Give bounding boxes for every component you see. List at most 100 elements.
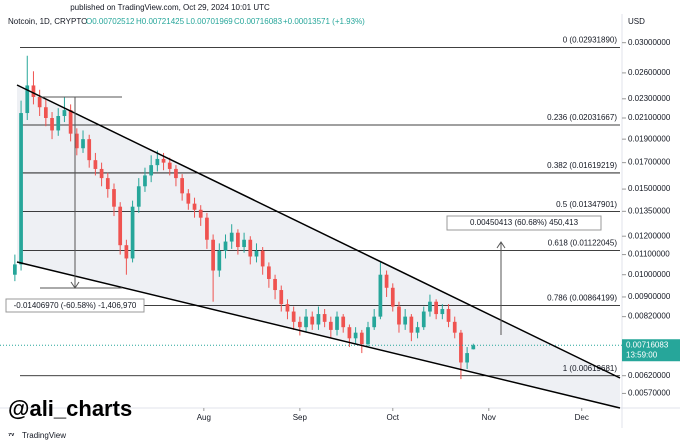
ohlc-close: C0.00716083	[234, 17, 283, 26]
candle-body	[440, 309, 445, 315]
candle-body	[353, 332, 358, 339]
candle-body	[43, 107, 48, 119]
candle-body	[397, 306, 401, 325]
candle-body	[124, 245, 129, 259]
ohlc-high: H0.00721425	[136, 17, 185, 26]
candle-body	[279, 290, 284, 305]
y-tick-label: 0.01100000	[628, 250, 670, 259]
triangle-upper	[16, 84, 621, 379]
candle-body	[359, 332, 364, 345]
candle-body	[267, 266, 271, 279]
y-tick-label: 0.01500000	[628, 184, 671, 193]
candle-body	[87, 139, 92, 161]
candle-body	[446, 309, 451, 322]
candle-body	[81, 139, 85, 149]
candle-body	[229, 232, 234, 242]
brand: TradingView	[22, 431, 66, 440]
candle-body	[56, 116, 61, 131]
candle-body	[254, 250, 259, 257]
candle-body	[31, 85, 36, 97]
candle-body	[62, 110, 67, 117]
candle-body	[459, 332, 463, 363]
candle-body	[384, 274, 389, 288]
candle-body	[19, 113, 23, 265]
candle-body	[223, 241, 228, 251]
candle-body	[205, 217, 209, 240]
candle-body	[304, 316, 308, 328]
candle-body	[180, 178, 184, 194]
last-price-box	[622, 339, 680, 362]
candle-body	[322, 314, 327, 322]
y-tick-label: 0.03000000	[628, 38, 671, 47]
y-tick-label: 0.00900000	[628, 292, 671, 301]
candle-body	[130, 206, 135, 259]
logo-mark: ⁷ᵛ	[8, 431, 14, 440]
candle-body	[25, 85, 30, 114]
measure-label: 0.00450413 (60.68%) 450,413	[470, 218, 579, 227]
arrow-head	[496, 241, 506, 249]
symbol-title: Notcoin, 1D, CRYPTO	[8, 17, 87, 26]
candle-body	[316, 314, 321, 325]
x-tick-label: Dec	[575, 413, 589, 422]
y-tick-label: 0.01350000	[628, 206, 671, 215]
candle-body	[105, 178, 110, 190]
y-tick-label: 0.01900000	[628, 134, 671, 143]
candle-body	[285, 304, 290, 312]
candle-body	[434, 301, 439, 315]
y-tick-label: 0.01200000	[628, 231, 671, 240]
candle-body	[174, 168, 178, 179]
candle-body	[372, 316, 377, 328]
fib-label: 1 (0.00619681)	[563, 364, 618, 373]
candle-body	[68, 110, 73, 134]
x-tick-label: Aug	[197, 413, 211, 422]
candle-body	[242, 239, 246, 248]
published: published on TradingView.com, Oct 29, 20…	[70, 3, 270, 12]
candle-body	[50, 118, 54, 131]
candle-body	[260, 250, 265, 267]
y-tick-label: 0.00570000	[628, 389, 671, 398]
last-price-label: 0.00716083	[626, 340, 669, 349]
candle-body	[167, 162, 172, 169]
triangle-fill	[17, 85, 620, 408]
x-tick-label: Oct	[387, 413, 400, 422]
change: +0.00013571 (+1.93%)	[283, 17, 365, 26]
candle-body	[118, 206, 123, 246]
candle-body	[236, 232, 240, 248]
y-tick-label: 0.02100000	[628, 113, 671, 122]
candle-body	[341, 316, 346, 328]
triangle-lower	[16, 261, 621, 409]
candle-body	[335, 316, 339, 330]
candle-body	[13, 264, 17, 275]
candle-body	[328, 321, 333, 330]
x-tick-label: Nov	[482, 413, 496, 422]
candle-body	[297, 321, 302, 328]
candle-body	[112, 189, 116, 207]
y-tick-label: 0.00820000	[628, 312, 671, 321]
fib-label: 0 (0.02931890)	[563, 36, 618, 45]
candle-body	[471, 345, 476, 350]
candle-body	[198, 209, 203, 218]
candle-body	[421, 311, 426, 328]
fib-label: 0.236 (0.02031667)	[547, 113, 617, 122]
axes: 0.03000000 0.02600000 0.02300000 0.02100000…	[197, 38, 680, 422]
candle-body	[415, 327, 420, 333]
measure-box	[5, 298, 145, 313]
fib-label: 0.618 (0.01122045)	[548, 238, 618, 247]
candle-body	[378, 274, 383, 317]
candle-body	[409, 316, 414, 333]
candle-body	[217, 250, 222, 271]
countdown: 13:59:00	[626, 350, 658, 359]
fib-label: 0.5 (0.01347901)	[556, 200, 617, 209]
y-tick-label: 0.01700000	[628, 158, 671, 167]
candle-body	[99, 168, 104, 179]
candle-body	[143, 175, 147, 187]
measure-label: -0.01406970 (-60.58%) -1,406,970	[14, 301, 137, 310]
candle-body	[452, 321, 457, 333]
y-tick-label: 0.02600000	[628, 68, 671, 77]
y-tick-label: 0.00620000	[628, 371, 671, 380]
candle-body	[161, 158, 166, 163]
candle-body	[37, 96, 42, 108]
candle-body	[155, 158, 160, 166]
candles	[0, 55, 622, 380]
